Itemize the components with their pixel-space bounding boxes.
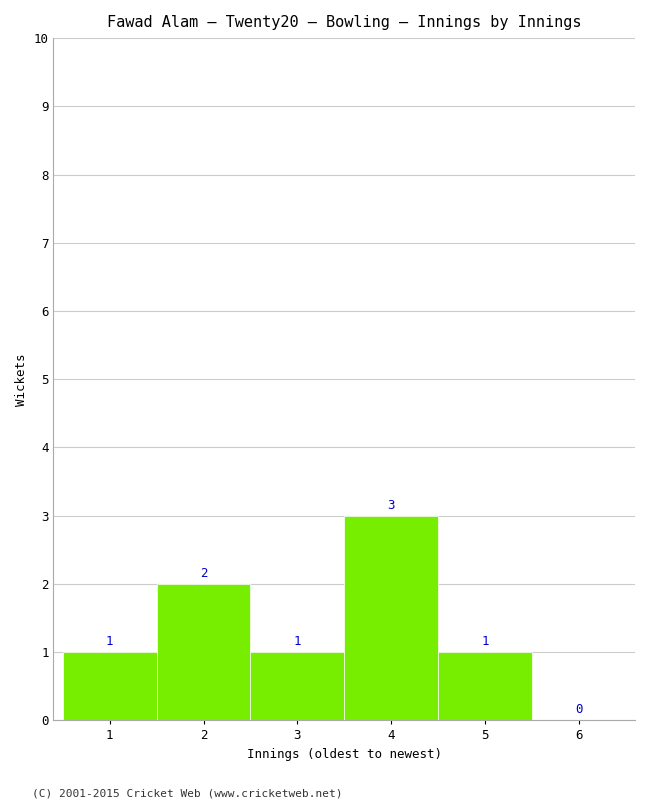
Text: 0: 0 [575,703,582,716]
Bar [438,652,532,721]
Y-axis label: Wickets: Wickets [15,353,28,406]
Text: 1: 1 [106,635,114,648]
Bar [157,584,250,721]
Text: 3: 3 [387,498,395,512]
Text: (C) 2001-2015 Cricket Web (www.cricketweb.net): (C) 2001-2015 Cricket Web (www.cricketwe… [32,788,343,798]
Bar [250,652,344,721]
Title: Fawad Alam – Twenty20 – Bowling – Innings by Innings: Fawad Alam – Twenty20 – Bowling – Inning… [107,15,582,30]
Bar [344,516,438,721]
Text: 1: 1 [481,635,489,648]
X-axis label: Innings (oldest to newest): Innings (oldest to newest) [247,748,442,761]
Text: 2: 2 [200,567,207,580]
Text: 1: 1 [294,635,301,648]
Bar [63,652,157,721]
